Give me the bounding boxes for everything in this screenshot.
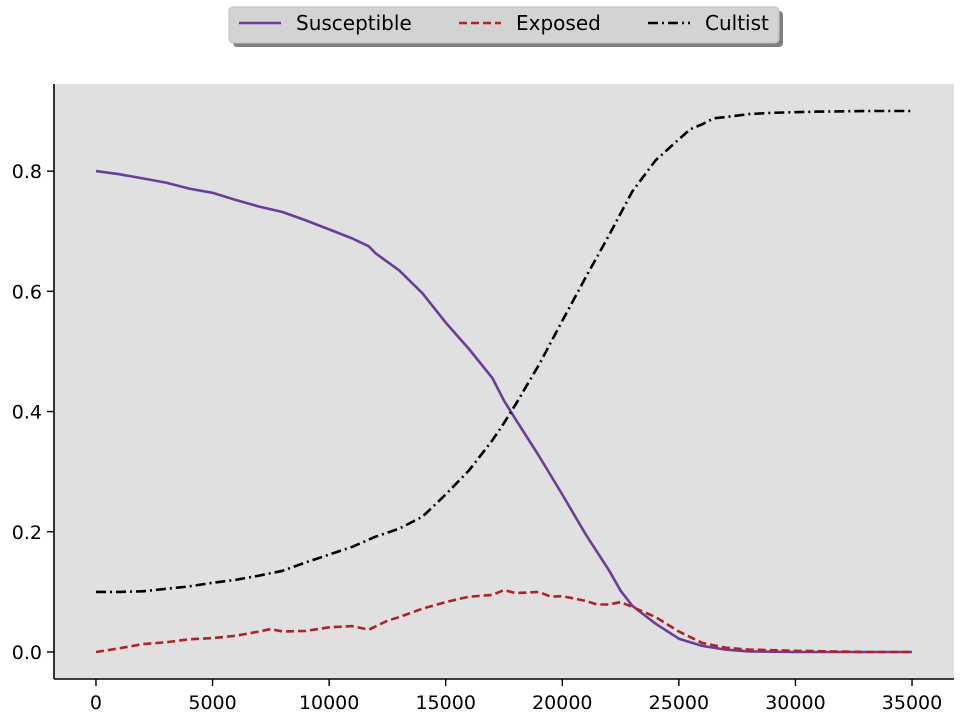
x-tick-label: 5000 xyxy=(188,692,236,714)
x-tick-label: 35000 xyxy=(882,692,942,714)
series-line-susceptible xyxy=(95,169,912,654)
plot-area xyxy=(54,84,954,679)
x-tick-label: 30000 xyxy=(765,692,825,714)
legend-label-susceptible: Susceptible xyxy=(296,11,412,35)
y-tick-label: 0.8 xyxy=(12,161,42,183)
series-line-cultist xyxy=(96,109,912,594)
series-line-exposed xyxy=(95,588,912,654)
y-tick-label: 0.0 xyxy=(12,642,42,664)
series-layer xyxy=(95,109,912,654)
x-tick-label: 0 xyxy=(90,692,102,714)
y-ticks: 0.0 0.2 0.4 0.6 0.8 xyxy=(12,161,54,664)
legend-box xyxy=(228,6,780,44)
x-tick-label: 20000 xyxy=(532,692,592,714)
y-tick-label: 0.2 xyxy=(12,522,42,544)
x-tick-label: 25000 xyxy=(649,692,709,714)
legend-label-exposed: Exposed xyxy=(516,11,601,35)
legend: Susceptible Exposed Cultist xyxy=(228,6,783,47)
legend-label-cultist: Cultist xyxy=(705,11,769,35)
y-tick-label: 0.6 xyxy=(12,281,42,303)
y-tick-label: 0.4 xyxy=(12,402,42,424)
x-tick-label: 10000 xyxy=(299,692,359,714)
x-tick-label: 15000 xyxy=(415,692,475,714)
x-ticks: 0 5000 10000 15000 20000 25000 30000 35000 xyxy=(90,679,942,714)
